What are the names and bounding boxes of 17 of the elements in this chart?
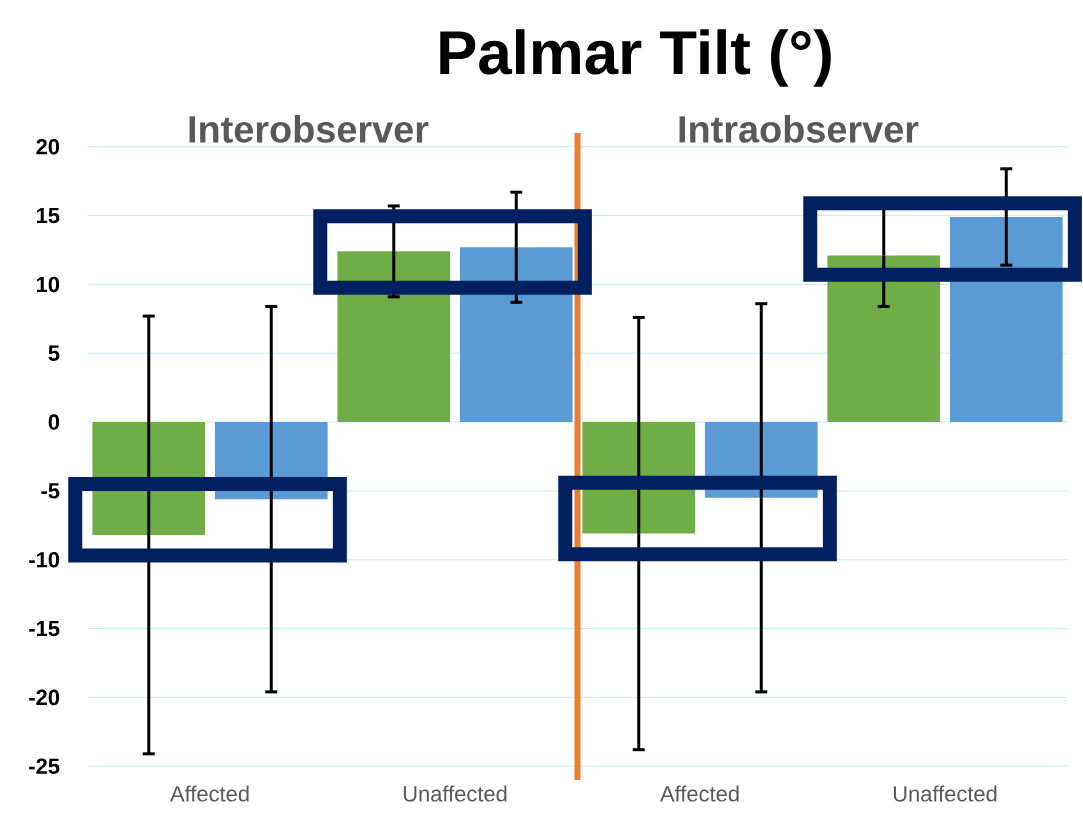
x-tick-label: Unaffected	[403, 785, 507, 802]
y-tick-label: -20	[29, 689, 60, 706]
y-tick-label: 10	[36, 276, 60, 293]
annotation: Interobserver	[189, 114, 429, 143]
y-tick-label: -10	[29, 551, 60, 568]
chart-title: Palmar Tilt (°)	[440, 29, 831, 87]
y-tick-label: 0	[48, 414, 60, 430]
y-tick-label: -25	[29, 758, 60, 774]
y-tick-label: 5	[48, 345, 60, 361]
x-tick-label: Unaffected	[893, 785, 997, 802]
annotation: Intraobserver	[679, 114, 919, 143]
x-tick-label: Affected	[660, 785, 739, 802]
y-tick-label: 20	[36, 138, 60, 155]
y-tick-label: -5	[41, 483, 60, 499]
y-tick-label: 15	[36, 207, 60, 224]
x-tick-label: Affected	[170, 785, 249, 802]
y-tick-label: -15	[29, 620, 60, 637]
